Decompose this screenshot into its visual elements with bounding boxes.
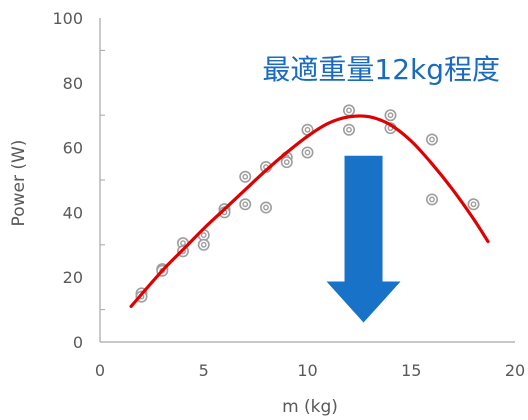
tick-labels: 0 20 40 60 80 100 0 5 10 15 20 <box>52 9 525 380</box>
data-point <box>384 109 397 122</box>
y-axis-label: Power (W) <box>9 140 29 227</box>
x-tick-label: 20 <box>505 361 525 380</box>
x-axis-label: m (kg) <box>282 397 338 417</box>
marker-inner-ring <box>429 136 435 143</box>
marker-outer-ring <box>343 104 355 117</box>
y-tick-label: 20 <box>63 268 83 287</box>
data-point <box>197 238 210 251</box>
down-arrow-icon <box>326 155 401 323</box>
data-point <box>301 146 314 159</box>
marker-inner-ring <box>242 201 249 208</box>
data-points <box>135 104 480 303</box>
data-point <box>343 104 355 117</box>
marker-inner-ring <box>263 204 269 211</box>
x-tick-label: 5 <box>199 361 209 380</box>
marker-outer-ring <box>467 198 480 211</box>
annotation: 最適重量12kg程度 <box>262 53 500 86</box>
data-point <box>260 201 272 214</box>
marker-inner-ring <box>346 107 352 114</box>
marker-inner-ring <box>304 149 311 156</box>
marker-inner-ring <box>429 196 435 203</box>
x-tick-label: 10 <box>297 361 317 380</box>
data-point <box>343 123 355 136</box>
marker-inner-ring <box>387 112 394 119</box>
y-tick-label: 40 <box>63 203 83 222</box>
marker-inner-ring <box>346 126 352 133</box>
marker-inner-ring <box>304 126 311 133</box>
marker-inner-ring <box>470 201 477 208</box>
y-tick-label: 60 <box>63 139 83 158</box>
fit-curve <box>129 114 490 308</box>
data-point <box>426 193 438 206</box>
marker-inner-ring <box>283 159 290 166</box>
data-point <box>280 156 293 169</box>
y-tick-label: 100 <box>52 9 83 28</box>
marker-outer-ring <box>197 238 210 251</box>
marker-outer-ring <box>301 146 314 159</box>
marker-inner-ring <box>200 232 207 238</box>
axes <box>99 18 515 343</box>
data-point <box>239 170 252 183</box>
marker-outer-ring <box>280 156 293 169</box>
x-tick-label: 0 <box>95 361 105 380</box>
marker-outer-ring <box>426 193 438 206</box>
marker-outer-ring <box>426 133 438 146</box>
y-tick-label: 80 <box>63 74 83 93</box>
marker-inner-ring <box>200 241 207 248</box>
data-point <box>467 198 480 211</box>
marker-outer-ring <box>239 170 252 183</box>
marker-outer-ring <box>343 123 355 136</box>
x-tick-label: 15 <box>401 361 421 380</box>
data-point <box>239 198 252 211</box>
y-tick-label: 0 <box>73 333 83 352</box>
marker-outer-ring <box>384 109 397 122</box>
marker-outer-ring <box>260 201 272 214</box>
marker-outer-ring <box>239 198 252 211</box>
marker-inner-ring <box>242 173 249 180</box>
data-point <box>426 133 438 146</box>
